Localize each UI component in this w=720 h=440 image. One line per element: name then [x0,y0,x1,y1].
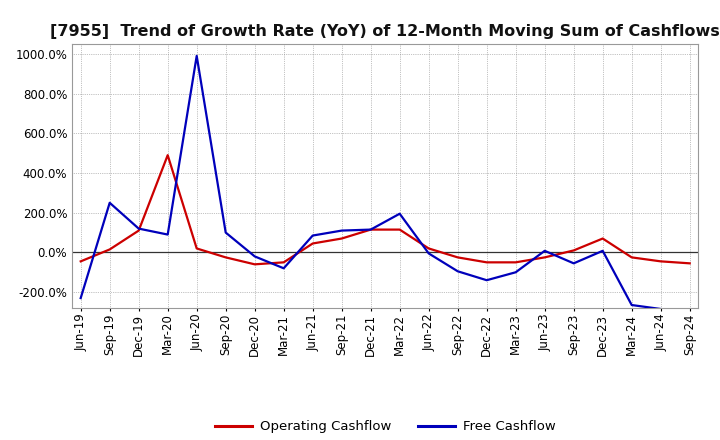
Title: [7955]  Trend of Growth Rate (YoY) of 12-Month Moving Sum of Cashflows: [7955] Trend of Growth Rate (YoY) of 12-… [50,24,720,39]
Legend: Operating Cashflow, Free Cashflow: Operating Cashflow, Free Cashflow [210,415,561,439]
